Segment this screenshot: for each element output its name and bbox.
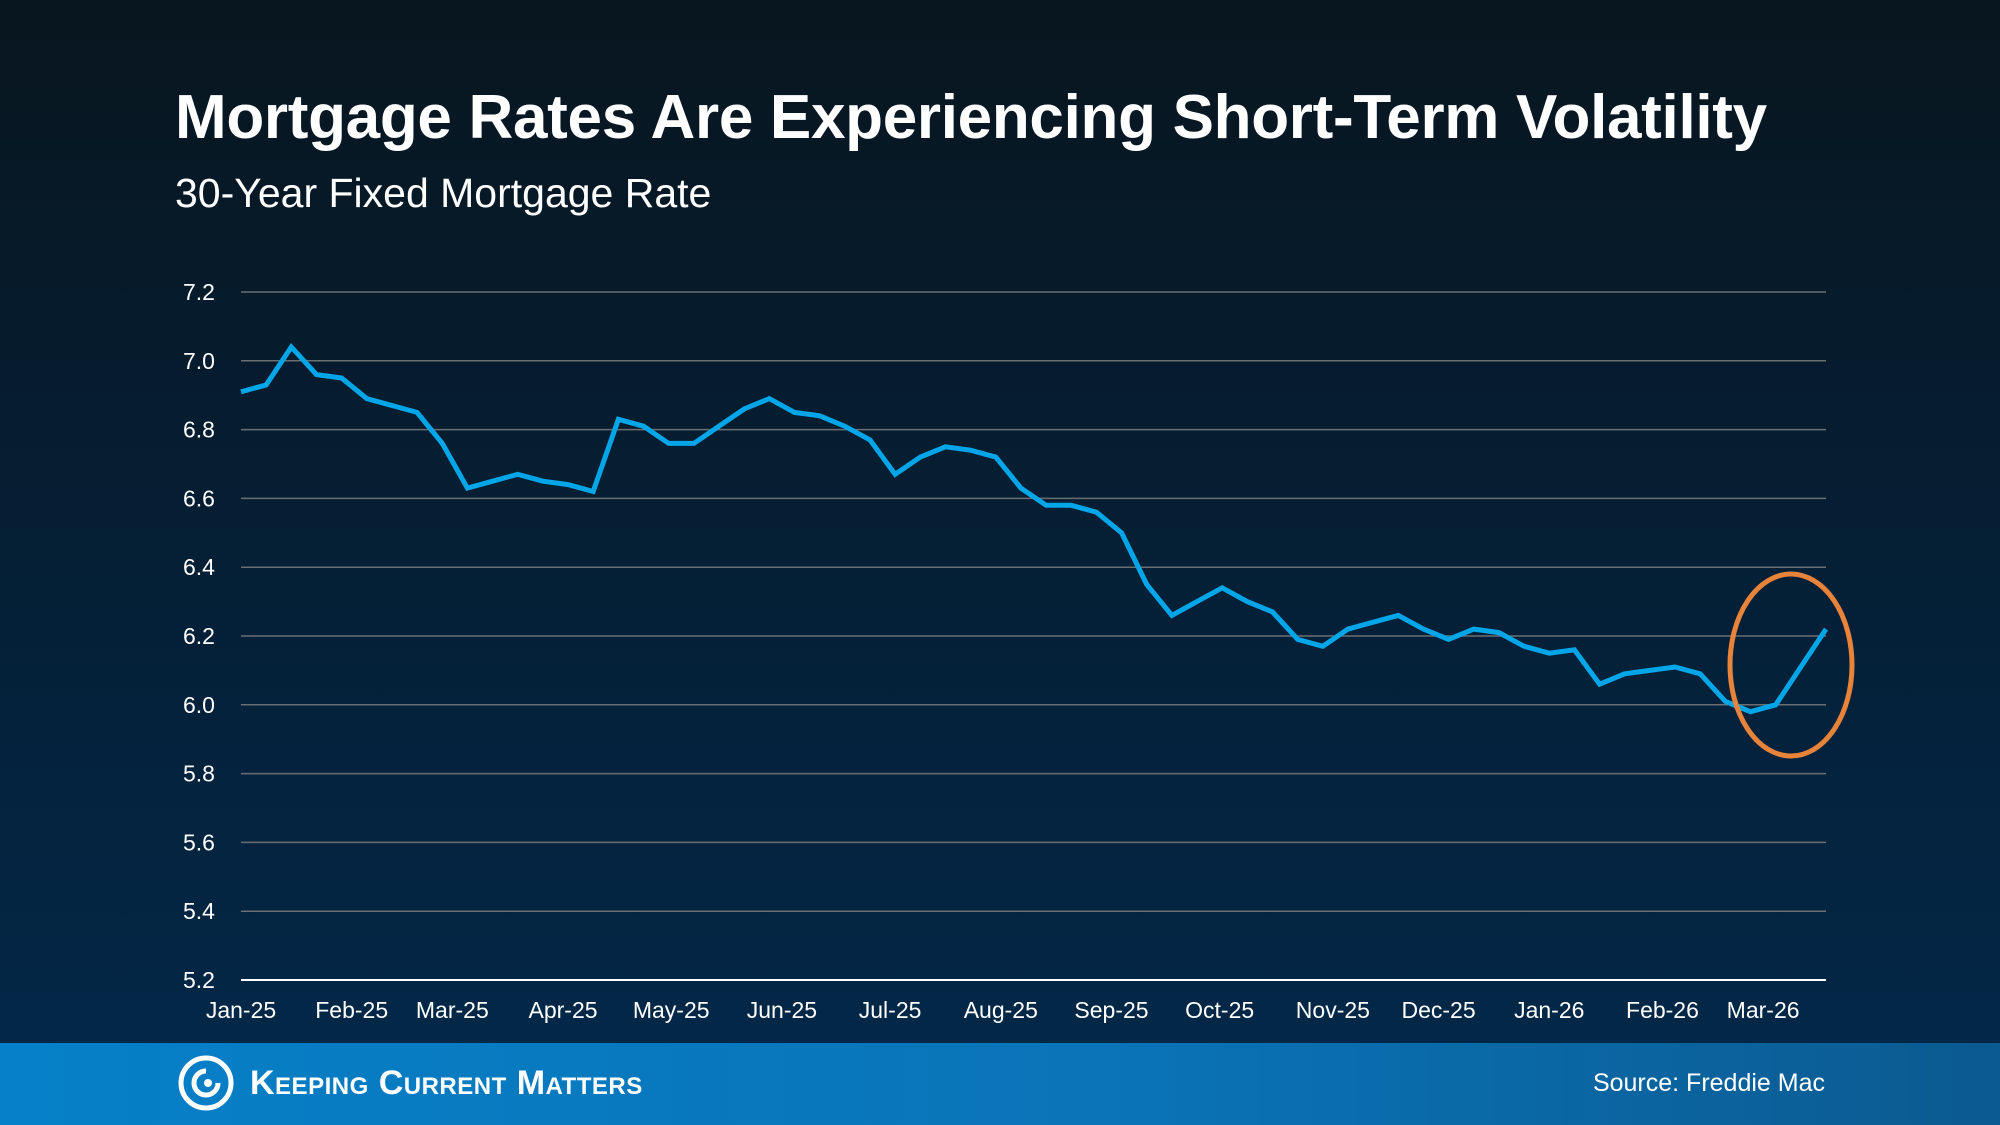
y-tick-label: 7.0 [183, 348, 215, 374]
x-tick-label: May-25 [633, 997, 710, 1023]
highlight-ellipse [1727, 571, 1855, 759]
x-tick-label: Nov-25 [1296, 997, 1370, 1023]
x-tick-label: Jul-25 [859, 997, 922, 1023]
swirl-logo-icon [178, 1055, 234, 1111]
y-tick-label: 5.4 [183, 898, 215, 924]
x-tick-label: Feb-26 [1626, 997, 1699, 1023]
chart-title: Mortgage Rates Are Experiencing Short-Te… [175, 83, 1767, 152]
y-tick-label: 6.2 [183, 623, 215, 649]
y-tick-label: 5.6 [183, 829, 215, 855]
y-tick-label: 6.6 [183, 485, 215, 511]
y-tick-label: 6.8 [183, 417, 215, 443]
x-tick-label: Jun-25 [747, 997, 817, 1023]
y-tick-label: 5.8 [183, 761, 215, 787]
x-tick-label: Apr-25 [529, 997, 598, 1023]
line-chart: 7.2 7.0 6.8 6.6 6.4 6.2 6.0 5.8 5.6 5.4 5.2 Jan-25 F… [183, 279, 1855, 1023]
brand-name: Keeping Current Matters [250, 1063, 643, 1102]
y-tick-label: 6.4 [183, 554, 215, 580]
x-tick-label: Mar-25 [416, 997, 489, 1023]
x-tick-label: Feb-25 [315, 997, 388, 1023]
chart-subtitle: 30-Year Fixed Mortgage Rate [175, 170, 712, 216]
x-tick-label: Dec-25 [1401, 997, 1475, 1023]
x-tick-label: Sep-25 [1074, 997, 1148, 1023]
x-tick-label: Aug-25 [964, 997, 1038, 1023]
brand-logo: Keeping Current Matters [178, 1055, 643, 1111]
source-note: Source: Freddie Mac [1592, 1069, 1825, 1097]
y-tick-label: 5.2 [183, 967, 215, 993]
footer-bar: Keeping Current Matters Source: Freddie … [0, 1043, 2000, 1125]
x-tick-label: Jan-26 [1514, 997, 1584, 1023]
y-tick-label: 6.0 [183, 692, 215, 718]
x-tick-label: Jan-25 [206, 997, 276, 1023]
x-tick-label: Oct-25 [1185, 997, 1254, 1023]
y-tick-label: 7.2 [183, 279, 215, 305]
x-tick-label: Mar-26 [1727, 997, 1800, 1023]
rate-line [240, 342, 1829, 715]
